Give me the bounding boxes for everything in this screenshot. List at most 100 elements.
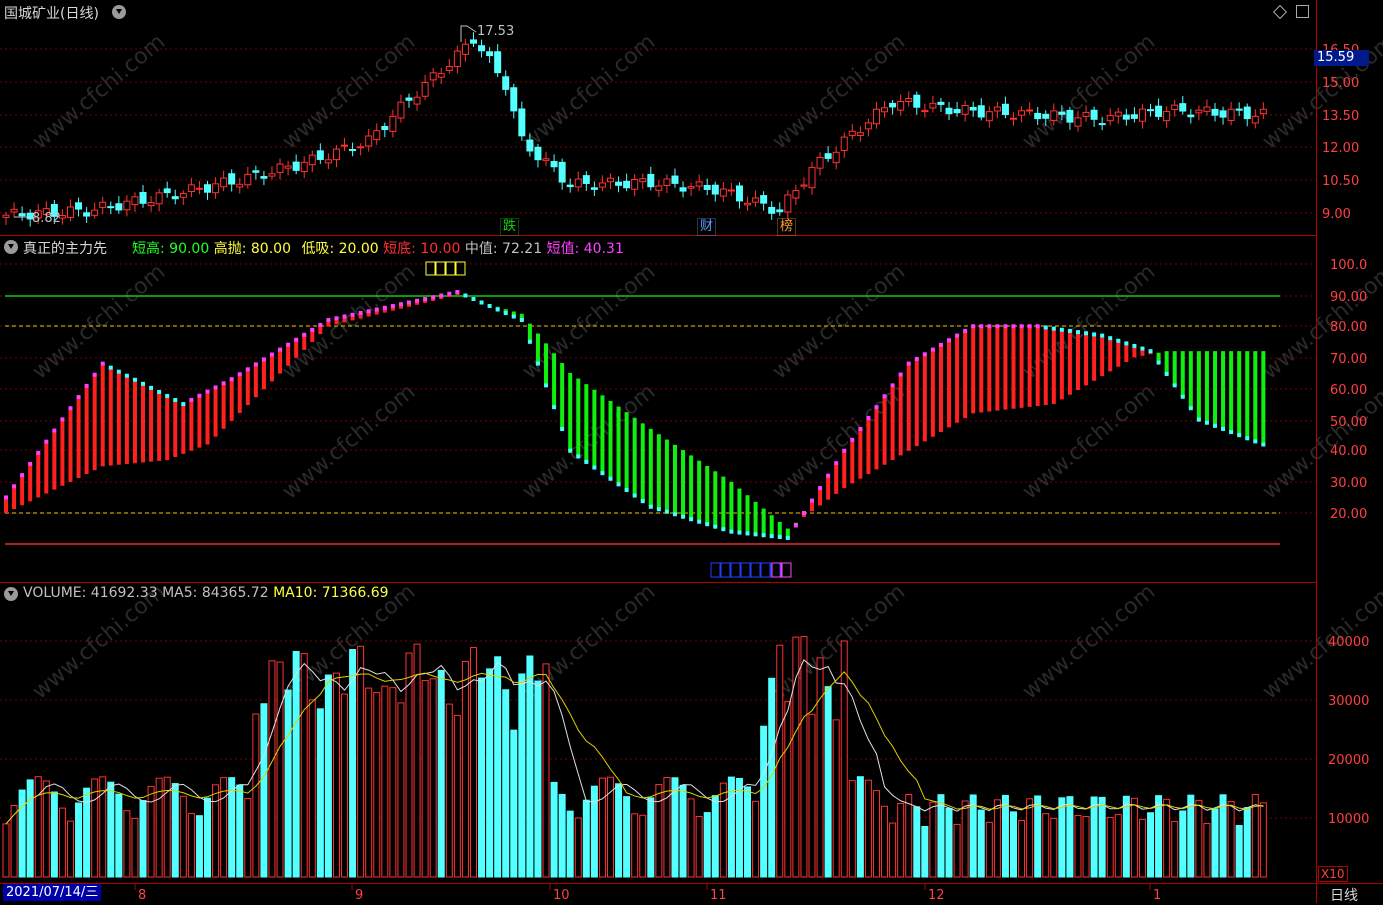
chevron-down-icon[interactable] bbox=[4, 240, 18, 254]
candle-body bbox=[615, 181, 623, 186]
indicator-bar bbox=[68, 408, 73, 482]
candle-body bbox=[373, 130, 381, 141]
short-value-dot bbox=[818, 486, 823, 491]
candle-body bbox=[1259, 108, 1267, 115]
chevron-down-icon[interactable] bbox=[4, 587, 18, 601]
candle-body bbox=[752, 197, 760, 203]
candle-body bbox=[744, 202, 752, 206]
candle-body bbox=[808, 166, 816, 189]
indicator-bar bbox=[632, 417, 637, 496]
window-title: 国城矿业(日线) bbox=[4, 6, 99, 22]
volume-bar bbox=[744, 786, 752, 878]
indicator-bar bbox=[1100, 335, 1105, 377]
short-value-dot bbox=[205, 389, 210, 394]
volume-bar bbox=[993, 799, 1001, 878]
volume-bar bbox=[784, 701, 792, 878]
candle-body bbox=[1114, 111, 1122, 117]
volume-bar bbox=[413, 643, 421, 878]
indicator-bar bbox=[141, 383, 146, 463]
signal-box-top bbox=[455, 261, 466, 276]
indicator-bar bbox=[672, 444, 677, 515]
volume-bar bbox=[631, 813, 639, 878]
short-value-dot bbox=[713, 524, 718, 529]
indicator-bar bbox=[398, 304, 403, 309]
volume-bar bbox=[1179, 810, 1187, 878]
short-value-dot bbox=[1019, 324, 1024, 329]
short-value-dot bbox=[624, 487, 629, 492]
candle-body bbox=[91, 209, 99, 216]
short-value-dot bbox=[890, 383, 895, 388]
candle-body bbox=[1090, 109, 1098, 120]
short-value-dot bbox=[882, 394, 887, 399]
short-value-dot bbox=[1132, 343, 1137, 348]
indicator-bar bbox=[1156, 352, 1161, 363]
short-value-dot bbox=[1067, 328, 1072, 333]
volume-bar bbox=[107, 781, 115, 878]
indicator-bar bbox=[1180, 351, 1185, 397]
short-value-dot bbox=[108, 365, 113, 370]
candle-body bbox=[349, 149, 357, 152]
short-value-dot bbox=[181, 402, 186, 407]
signal-box-bottom-blue bbox=[750, 562, 761, 578]
chevron-down-icon[interactable] bbox=[112, 5, 126, 19]
short-value-dot bbox=[681, 514, 686, 519]
volume-bar bbox=[864, 779, 872, 878]
short-value-dot bbox=[358, 311, 363, 316]
volume-bar bbox=[711, 795, 719, 878]
candle-body bbox=[977, 105, 985, 118]
event-tag-fall[interactable]: 跌 bbox=[500, 218, 520, 236]
indicator-bar bbox=[560, 363, 565, 429]
volume-bar bbox=[397, 702, 405, 878]
candle-body bbox=[316, 150, 324, 160]
volume-bar bbox=[961, 800, 969, 878]
candle-body bbox=[897, 100, 905, 111]
watermark: www.cfchi.com bbox=[518, 379, 660, 504]
candle-body bbox=[187, 184, 195, 192]
volume-bar bbox=[2, 823, 10, 878]
candle-body bbox=[913, 94, 921, 108]
short-value-dot bbox=[842, 448, 847, 453]
indicator-bar bbox=[535, 333, 540, 364]
volume-bar bbox=[405, 652, 413, 878]
volume-bar bbox=[1106, 816, 1114, 878]
volume-bar bbox=[252, 713, 260, 878]
indicator-bar bbox=[987, 326, 992, 412]
volume-bar bbox=[937, 794, 945, 878]
watermark: www.cfchi.com bbox=[768, 259, 910, 384]
period-label[interactable]: 日线 bbox=[1330, 888, 1358, 904]
date-cursor-label[interactable]: 2021/07/14/三 bbox=[3, 884, 102, 901]
candle-body bbox=[1106, 115, 1114, 122]
short-value-dot bbox=[60, 417, 65, 422]
short-value-dot bbox=[165, 393, 170, 398]
volume-bar bbox=[204, 797, 211, 878]
candle-body bbox=[107, 206, 115, 209]
volume-bar bbox=[776, 644, 784, 878]
indicator-bar bbox=[600, 395, 605, 474]
event-tag-list[interactable]: 榜 bbox=[777, 218, 797, 236]
candle-body bbox=[590, 187, 598, 190]
indicator-bar bbox=[1196, 351, 1201, 420]
short-value-dot bbox=[1100, 333, 1105, 338]
short-value-dot bbox=[987, 324, 992, 329]
short-value-dot bbox=[922, 352, 927, 357]
window-restore-icon[interactable] bbox=[1296, 5, 1309, 18]
indicator-bar bbox=[100, 363, 105, 467]
short-value-dot bbox=[68, 406, 73, 411]
volume-bar bbox=[171, 783, 179, 878]
candle-body bbox=[671, 175, 679, 184]
candle-body bbox=[405, 97, 413, 101]
indicator-bar bbox=[326, 320, 331, 327]
candle-body bbox=[768, 206, 776, 214]
volume-bar bbox=[445, 703, 453, 878]
indicator-axis-tick: 80.00 bbox=[1330, 320, 1367, 335]
event-tag-finance[interactable]: 财 bbox=[697, 218, 717, 236]
indicator-bar bbox=[858, 428, 863, 479]
short-value-dot bbox=[544, 383, 549, 388]
candle-body bbox=[1034, 112, 1042, 120]
candle-body bbox=[1251, 115, 1259, 124]
indicator-bar bbox=[12, 486, 17, 510]
watermark: www.cfchi.com bbox=[1018, 579, 1160, 704]
indicator-axis-tick: 30.00 bbox=[1330, 476, 1367, 491]
short-value-dot bbox=[519, 318, 524, 323]
